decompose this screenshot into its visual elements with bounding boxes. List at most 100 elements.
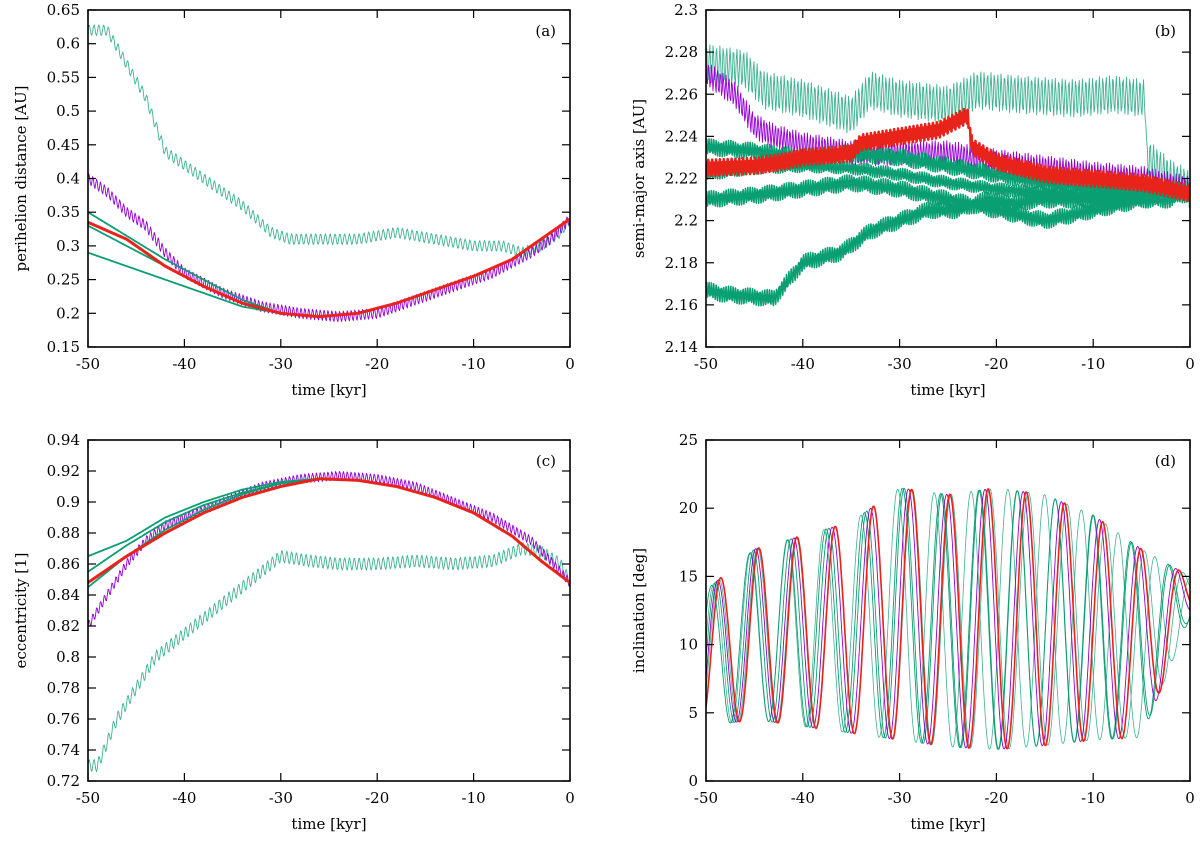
x-tick-label: -50 xyxy=(694,355,718,373)
panel-c: -50 -40 -30 -20 -10 0 0.72 0.74 0.76 0.78 0.8 0.82 0… xyxy=(12,431,575,833)
y-tick-label: 0.78 xyxy=(47,679,80,697)
plot-area-c xyxy=(88,470,570,773)
y-tick-label: 0.45 xyxy=(47,136,80,154)
x-tick-label: -50 xyxy=(76,789,100,807)
x-axis-label: time [kyr] xyxy=(910,381,985,399)
panel-label: (a) xyxy=(535,22,556,40)
x-tick-label: 0 xyxy=(565,355,575,373)
plot-frame-d xyxy=(705,439,1191,782)
y-tick-label: 0.84 xyxy=(47,586,80,604)
series-line-a-2 xyxy=(88,218,570,318)
y-tick-label: 0.86 xyxy=(47,555,80,573)
y-tick-label: 0.94 xyxy=(47,431,80,449)
x-tick-label: -20 xyxy=(365,355,389,373)
y-tick-label: 2.26 xyxy=(665,85,698,103)
series-line-c-3 xyxy=(88,477,570,588)
x-tick-label: -40 xyxy=(172,789,196,807)
x-tick-label: -10 xyxy=(1081,355,1105,373)
x-axis-label: time [kyr] xyxy=(291,381,366,399)
y-tick-label: 0 xyxy=(688,772,698,790)
y-tick-label: 0.8 xyxy=(56,648,80,666)
x-tick-label: -20 xyxy=(984,789,1008,807)
y-tick-label: 0.76 xyxy=(47,710,80,728)
y-tick-label: 20 xyxy=(679,499,698,517)
y-tick-label: 0.74 xyxy=(47,741,80,759)
series-line-c-0 xyxy=(88,542,570,773)
plot-area-d xyxy=(706,487,1190,750)
y-tick-label: 0.88 xyxy=(47,524,80,542)
y-tick-label: 0.92 xyxy=(47,462,80,480)
x-axis-label: time [kyr] xyxy=(291,815,366,833)
series-line-b-3 xyxy=(706,174,1190,229)
y-tick-label: 0.25 xyxy=(47,271,80,289)
series-line-d-5 xyxy=(706,488,1190,750)
panel-d: -50 -40 -30 -20 -10 0 0 5 10 15 20 25 time [kyr] incl… xyxy=(630,431,1195,833)
y-tick-label: 0.5 xyxy=(56,102,80,120)
y-tick-label: 0.35 xyxy=(47,203,80,221)
plot-frame-a xyxy=(87,9,571,348)
y-tick-label: 0.3 xyxy=(56,237,80,255)
x-tick-label: -10 xyxy=(1081,789,1105,807)
y-tick-label: 0.65 xyxy=(47,1,80,19)
plot-area-a xyxy=(88,24,570,323)
series-line-d-2 xyxy=(706,488,1190,750)
x-tick-label: -30 xyxy=(888,789,912,807)
panel-b: -50 -40 -30 -20 -10 0 2.14 2.16 2.18 2.2 2.22 2.24 2… xyxy=(630,1,1195,399)
series-line-a-0 xyxy=(88,24,570,259)
series-line-a-5 xyxy=(88,217,570,319)
panel-label: (b) xyxy=(1155,22,1176,40)
y-tick-label: 2.3 xyxy=(674,1,698,19)
plot-frame-c xyxy=(87,439,571,782)
series-line-b-0 xyxy=(706,44,1190,208)
series-line-c-2 xyxy=(88,477,570,584)
series-line-c-4 xyxy=(88,477,570,584)
y-tick-label: 0.55 xyxy=(47,68,80,86)
y-tick-label: 0.82 xyxy=(47,617,80,635)
x-tick-label: -40 xyxy=(791,789,815,807)
x-tick-label: 0 xyxy=(1185,355,1195,373)
series-line-d-3 xyxy=(706,487,1190,750)
series-line-b-6 xyxy=(706,107,1190,203)
y-tick-label: 0.2 xyxy=(56,304,80,322)
y-tick-label: 2.24 xyxy=(665,127,698,145)
x-tick-label: -30 xyxy=(269,355,293,373)
y-axis-label: eccentricity [1] xyxy=(12,553,30,669)
x-tick-label: -40 xyxy=(791,355,815,373)
y-axis-label: inclination [deg] xyxy=(630,548,648,673)
y-tick-label: 2.22 xyxy=(665,170,698,188)
x-axis-label: time [kyr] xyxy=(910,815,985,833)
plot-area-b xyxy=(706,44,1190,307)
x-tick-label: -10 xyxy=(462,789,486,807)
x-tick-label: -20 xyxy=(365,789,389,807)
y-tick-label: 2.2 xyxy=(674,212,698,230)
y-tick-label: 2.14 xyxy=(665,338,698,356)
y-tick-label: 2.18 xyxy=(665,254,698,272)
x-tick-label: -40 xyxy=(172,355,196,373)
panel-label: (d) xyxy=(1155,452,1176,470)
y-tick-label: 0.15 xyxy=(47,338,80,356)
x-tick-label: 0 xyxy=(565,789,575,807)
series-line-c-1 xyxy=(88,470,570,627)
x-tick-label: -30 xyxy=(888,355,912,373)
y-axis-label: perihelion distance [AU] xyxy=(12,86,30,272)
y-tick-label: 0.72 xyxy=(47,772,80,790)
y-tick-label: 0.6 xyxy=(56,35,80,53)
x-tick-label: 0 xyxy=(1185,789,1195,807)
y-tick-label: 2.28 xyxy=(665,43,698,61)
x-tick-label: -20 xyxy=(984,355,1008,373)
x-tick-label: -30 xyxy=(269,789,293,807)
series-line-d-0 xyxy=(706,488,1190,749)
series-line-c-5 xyxy=(88,477,570,584)
y-tick-label: 10 xyxy=(679,636,698,654)
x-tick-label: -10 xyxy=(462,355,486,373)
panel-label: (c) xyxy=(536,452,556,470)
y-tick-label: 0.9 xyxy=(56,493,80,511)
series-line-a-4 xyxy=(88,218,570,318)
x-tick-label: -50 xyxy=(694,789,718,807)
x-tick-label: -50 xyxy=(76,355,100,373)
y-axis-label: semi-major axis [AU] xyxy=(630,99,648,258)
y-tick-label: 0.4 xyxy=(56,170,80,188)
y-tick-label: 25 xyxy=(679,431,698,449)
y-tick-label: 2.16 xyxy=(665,296,698,314)
